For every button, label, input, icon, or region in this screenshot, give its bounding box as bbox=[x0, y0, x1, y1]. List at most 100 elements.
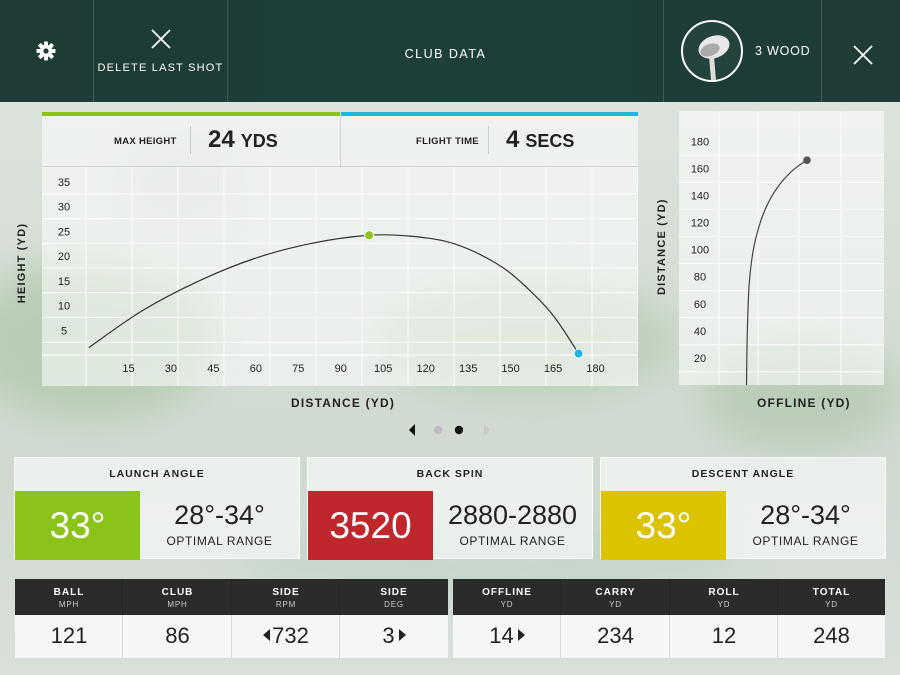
close-icon bbox=[150, 28, 172, 50]
top-bar: DELETE LAST SHOT CLUB DATA 3 WOOD bbox=[0, 0, 900, 102]
x-tick-label: 120 bbox=[417, 363, 435, 375]
total-value: 248 bbox=[813, 623, 850, 648]
column-name: ROLL bbox=[708, 587, 740, 598]
carry-value: 234 bbox=[597, 623, 634, 648]
roll-cell: ROLL YD 12 bbox=[670, 579, 778, 658]
divider bbox=[821, 0, 822, 102]
launch-angle-value: 33° bbox=[15, 491, 140, 560]
trajectory-stats: MAX HEIGHT 24 YDS FLIGHT TIME 4 SECS bbox=[42, 112, 638, 167]
triangle-left-icon bbox=[263, 629, 271, 641]
max-height-unit: YDS bbox=[240, 131, 278, 151]
y-tick-label: 30 bbox=[58, 202, 70, 214]
triangle-right-icon bbox=[398, 629, 406, 641]
trajectory-line bbox=[88, 234, 580, 354]
side-spin-value: 732 bbox=[232, 623, 340, 649]
max-height-label: MAX HEIGHT bbox=[114, 136, 177, 147]
column-unit: DEG bbox=[384, 600, 404, 609]
descent-angle-value: 33° bbox=[601, 491, 726, 560]
page-dot-active[interactable] bbox=[454, 425, 464, 435]
page-indicator bbox=[404, 422, 504, 438]
divider bbox=[488, 126, 489, 154]
column-name: TOTAL bbox=[812, 587, 851, 598]
triangle-right-icon bbox=[517, 629, 525, 641]
height-axis-title: HEIGHT (YD) bbox=[16, 222, 28, 304]
side-angle-cell: SIDE DEG 3 bbox=[340, 579, 448, 658]
club-head-icon[interactable] bbox=[681, 20, 743, 82]
back-spin-range: 2880-2880 bbox=[447, 500, 578, 530]
delete-last-shot-button[interactable]: DELETE LAST SHOT bbox=[94, 0, 227, 102]
chevron-left-icon[interactable] bbox=[409, 424, 415, 436]
descent-angle-range-label: OPTIMAL RANGE bbox=[752, 534, 859, 548]
column-name: SIDE bbox=[272, 587, 300, 598]
page-dot-inactive[interactable] bbox=[433, 425, 443, 435]
club-name: 3 WOOD bbox=[755, 44, 811, 58]
max-height-bar bbox=[42, 112, 340, 116]
divider bbox=[231, 579, 232, 658]
side-spin-number: 732 bbox=[272, 623, 309, 648]
table-header: TOTAL YD bbox=[778, 579, 885, 615]
divider bbox=[227, 0, 228, 102]
column-unit: YD bbox=[825, 600, 838, 609]
max-height-value: 24 YDS bbox=[208, 126, 278, 154]
trajectory-panel: MAX HEIGHT 24 YDS FLIGHT TIME 4 SECS bbox=[42, 112, 638, 386]
descent-angle-title: DESCENT ANGLE bbox=[691, 468, 795, 480]
y-tick-label: 100 bbox=[691, 245, 709, 257]
table-header: SIDE RPM bbox=[232, 579, 340, 615]
y-tick-label: 60 bbox=[694, 299, 706, 311]
y-tick-label: 40 bbox=[694, 326, 706, 338]
table-header: ROLL YD bbox=[670, 579, 778, 615]
side-spin-cell: SIDE RPM 732 bbox=[232, 579, 340, 658]
back-spin-title: BACK SPIN bbox=[416, 468, 484, 480]
x-tick-label: 105 bbox=[374, 363, 392, 375]
club-speed-cell: CLUB MPH 86 bbox=[123, 579, 232, 658]
roll-value: 12 bbox=[711, 623, 737, 648]
side-angle-number: 3 bbox=[382, 623, 395, 648]
x-tick-label: 15 bbox=[122, 363, 134, 375]
x-tick-label: 90 bbox=[335, 363, 347, 375]
page-title: CLUB DATA bbox=[404, 47, 487, 61]
launch-angle-range-label: OPTIMAL RANGE bbox=[166, 534, 273, 548]
max-height-number: 24 bbox=[208, 126, 235, 153]
offline-axis-title: OFFLINE (YD) bbox=[757, 396, 851, 410]
flight-data-table: OFFLINE YD 14 CARRY YD 234 ROLL YD 12 TOTAL… bbox=[453, 579, 885, 658]
offline-value: 14 bbox=[453, 623, 561, 649]
close-icon[interactable] bbox=[853, 45, 873, 65]
divider bbox=[93, 0, 94, 102]
ball-path-line bbox=[745, 159, 808, 385]
back-spin-card: BACK SPIN 3520 2880-2880 OPTIMAL RANGE bbox=[307, 457, 593, 560]
y-tick-label: 120 bbox=[691, 218, 709, 230]
divider bbox=[663, 0, 664, 102]
club-speed-value: 86 bbox=[165, 623, 190, 648]
table-header: SIDE DEG bbox=[340, 579, 448, 615]
offline-cell: OFFLINE YD 14 bbox=[453, 579, 561, 658]
ball-data-table: BALL MPH 121 CLUB MPH 86 SIDE RPM 732 SIDE D… bbox=[15, 579, 448, 658]
divider bbox=[340, 112, 341, 167]
ball-speed-cell: BALL MPH 121 bbox=[15, 579, 123, 658]
x-tick-label: 165 bbox=[544, 363, 562, 375]
distance-axis-title: DISTANCE (YD) bbox=[291, 396, 396, 410]
x-tick-label: 60 bbox=[250, 363, 262, 375]
total-cell: TOTAL YD 248 bbox=[778, 579, 885, 658]
y-tick-label: 25 bbox=[58, 226, 70, 238]
x-tick-label: 180 bbox=[586, 363, 604, 375]
gear-icon[interactable] bbox=[34, 39, 58, 63]
column-name: OFFLINE bbox=[482, 587, 532, 598]
chevron-right-icon[interactable] bbox=[484, 424, 490, 436]
y-tick-label: 15 bbox=[58, 276, 70, 288]
back-spin-value: 3520 bbox=[308, 491, 433, 560]
x-tick-label: 75 bbox=[292, 363, 304, 375]
y-tick-label: 180 bbox=[691, 136, 709, 148]
x-tick-label: 150 bbox=[501, 363, 519, 375]
x-tick-label: 45 bbox=[207, 363, 219, 375]
delete-last-shot-label: DELETE LAST SHOT bbox=[97, 62, 224, 74]
launch-angle-card: LAUNCH ANGLE 33° 28°-34° OPTIMAL RANGE bbox=[14, 457, 300, 560]
flight-time-label: FLIGHT TIME bbox=[416, 136, 479, 147]
divider bbox=[560, 579, 561, 658]
y-tick-label: 20 bbox=[694, 353, 706, 365]
x-tick-label: 30 bbox=[165, 363, 177, 375]
landing-marker bbox=[573, 348, 584, 359]
trajectory-chart: 5 10 15 20 25 30 35 15 30 45 60 75 90 105 120 135 150 165… bbox=[42, 167, 638, 386]
column-unit: MPH bbox=[58, 600, 80, 609]
y-tick-label: 10 bbox=[58, 301, 70, 313]
descent-angle-range: 28°-34° bbox=[760, 500, 851, 530]
